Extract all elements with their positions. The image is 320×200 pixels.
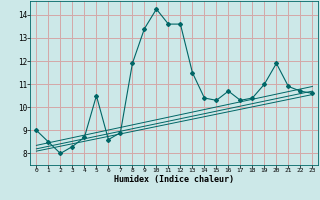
X-axis label: Humidex (Indice chaleur): Humidex (Indice chaleur)	[115, 175, 234, 184]
